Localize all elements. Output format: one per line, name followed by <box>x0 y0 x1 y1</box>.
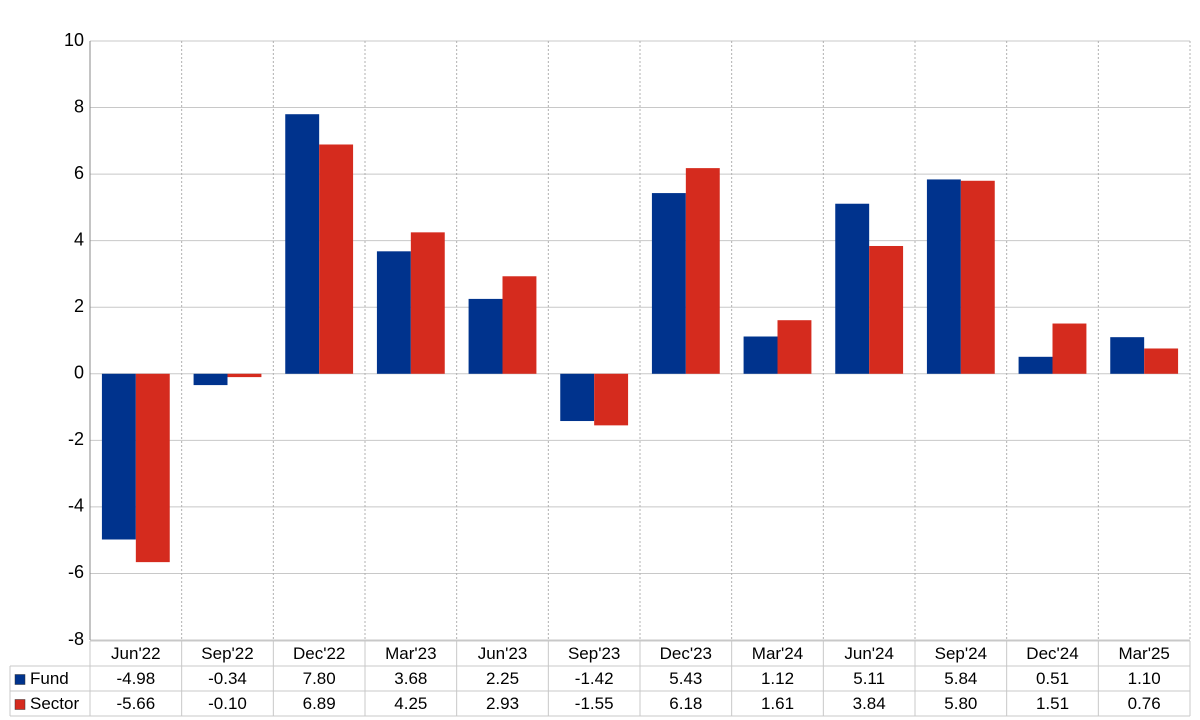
bar <box>101 373 136 540</box>
bar <box>685 168 720 374</box>
bar <box>743 336 778 374</box>
bar <box>777 320 812 374</box>
data-label: -4.98 <box>116 669 155 688</box>
legend-swatch <box>14 674 26 685</box>
bar <box>960 180 995 374</box>
x-tick-label: Jun'22 <box>111 644 161 663</box>
y-tick-label: -8 <box>68 629 84 649</box>
bar <box>869 245 904 374</box>
x-tick-label: Mar'23 <box>385 644 436 663</box>
data-label: 5.43 <box>669 669 702 688</box>
x-tick-label: Dec'24 <box>1026 644 1078 663</box>
bar <box>227 373 262 378</box>
bar <box>1110 337 1145 374</box>
y-tick-label: 8 <box>74 96 84 116</box>
bar <box>135 373 170 563</box>
x-tick-label: Mar'24 <box>752 644 803 663</box>
data-label: 4.25 <box>394 694 427 713</box>
data-label: 3.84 <box>853 694 886 713</box>
bar <box>193 373 228 386</box>
y-tick-label: 6 <box>74 163 84 183</box>
data-label: 5.11 <box>853 669 885 688</box>
data-label: 1.51 <box>1036 694 1069 713</box>
legend-label: Fund <box>30 669 69 688</box>
bar <box>594 373 629 426</box>
data-label: 5.84 <box>944 669 977 688</box>
bar <box>1144 348 1179 374</box>
data-label: -0.10 <box>208 694 247 713</box>
bar <box>926 179 961 374</box>
data-label: 1.10 <box>1128 669 1161 688</box>
data-label: 2.25 <box>486 669 519 688</box>
bar <box>319 144 354 374</box>
bar <box>376 251 411 374</box>
data-label: 6.89 <box>303 694 336 713</box>
data-label: 5.80 <box>944 694 977 713</box>
data-label: -1.42 <box>575 669 614 688</box>
y-tick-label: -2 <box>68 429 84 449</box>
data-label: 7.80 <box>303 669 336 688</box>
data-label: 3.68 <box>394 669 427 688</box>
x-tick-label: Sep'23 <box>568 644 620 663</box>
x-tick-label: Sep'22 <box>201 644 253 663</box>
data-label: 1.12 <box>761 669 794 688</box>
legend-label: Sector <box>30 694 79 713</box>
x-tick-label: Dec'22 <box>293 644 345 663</box>
bar <box>410 232 445 374</box>
data-label: 0.76 <box>1128 694 1161 713</box>
bar <box>1018 356 1053 374</box>
x-tick-label: Sep'24 <box>935 644 987 663</box>
bar <box>835 203 870 374</box>
bar <box>502 276 537 374</box>
x-tick-label: Dec'23 <box>660 644 712 663</box>
data-label: -5.66 <box>116 694 155 713</box>
data-label: 2.93 <box>486 694 519 713</box>
y-tick-label: 10 <box>64 30 84 50</box>
y-tick-label: 2 <box>74 296 84 316</box>
legend-swatch <box>14 699 26 710</box>
y-tick-label: 4 <box>74 229 84 249</box>
bar <box>560 373 595 422</box>
data-label: 1.61 <box>761 694 794 713</box>
bar <box>651 193 686 374</box>
data-label: 6.18 <box>669 694 702 713</box>
y-tick-label: 0 <box>74 363 84 383</box>
bar <box>285 114 320 374</box>
x-tick-label: Mar'25 <box>1118 644 1169 663</box>
x-tick-label: Jun'24 <box>844 644 894 663</box>
bar <box>1052 323 1087 374</box>
y-tick-label: -4 <box>68 496 84 516</box>
data-label: 0.51 <box>1036 669 1069 688</box>
data-label: -0.34 <box>208 669 247 688</box>
x-tick-label: Jun'23 <box>478 644 528 663</box>
data-label: -1.55 <box>575 694 614 713</box>
bar <box>468 298 503 374</box>
y-tick-label: -6 <box>68 562 84 582</box>
